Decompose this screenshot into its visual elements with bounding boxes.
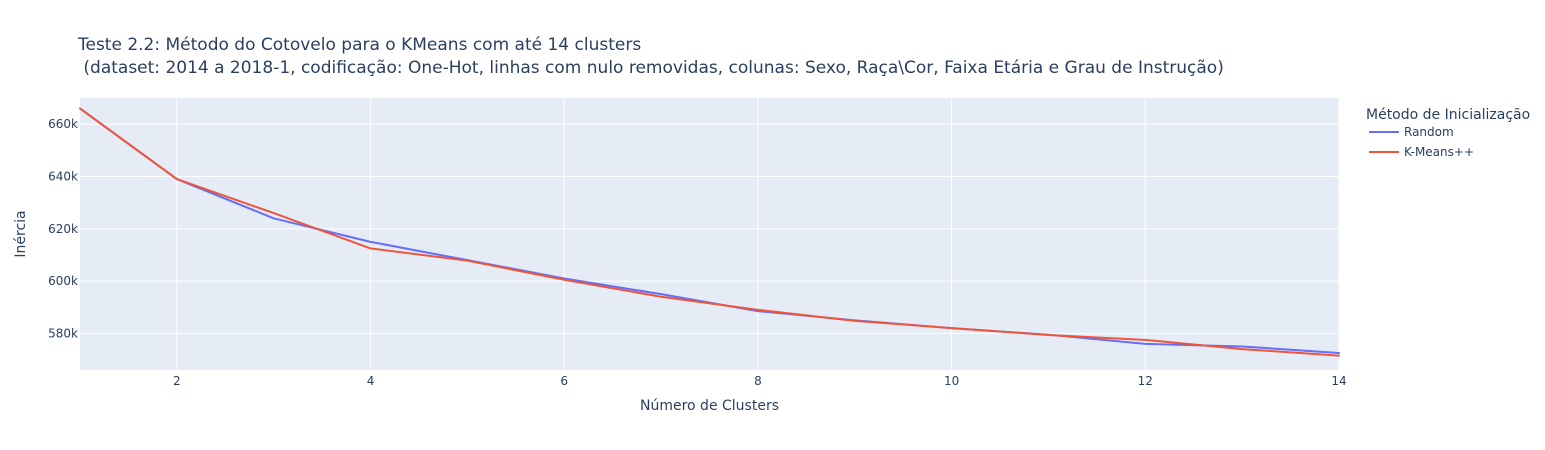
y-tick-label: 660k [48, 117, 78, 131]
chart-subtitle: (dataset: 2014 a 2018-1, codificação: On… [78, 58, 1224, 78]
x-tick-label: 10 [944, 374, 959, 388]
y-tick-label: 640k [48, 169, 78, 183]
x-gridlines [176, 98, 1340, 370]
legend-item-random[interactable]: Random [1369, 125, 1454, 139]
chart-title: Teste 2.2: Método do Cotovelo para o KMe… [77, 35, 641, 55]
x-tick-label: 14 [1331, 374, 1346, 388]
x-tick-label: 12 [1138, 374, 1153, 388]
y-tick-label: 620k [48, 222, 78, 236]
legend-item-k-means-[interactable]: K-Means++ [1369, 145, 1474, 159]
x-axis-title: Número de Clusters [640, 398, 779, 414]
x-tick-label: 2 [173, 374, 181, 388]
legend[interactable]: Método de Inicialização Random K-Means++ [1366, 107, 1530, 159]
x-tick-label: 4 [367, 374, 375, 388]
series-line-k-means- [79, 107, 1340, 357]
series-lines [79, 107, 1340, 357]
legend-label: Random [1404, 125, 1454, 139]
x-tick-label: 6 [560, 374, 568, 388]
y-axis-title: Inércia [13, 210, 29, 257]
x-tick-label: 8 [754, 374, 762, 388]
x-axis-ticks: 2 4 6 8 10 12 14 [173, 374, 1347, 388]
legend-title: Método de Inicialização [1366, 107, 1530, 123]
y-axis-ticks: 580k 600k 620k 640k 660k [48, 117, 78, 340]
legend-label: K-Means++ [1404, 145, 1474, 159]
y-gridlines [80, 123, 1339, 334]
y-tick-label: 600k [48, 274, 78, 288]
y-tick-label: 580k [48, 326, 78, 340]
legend-items[interactable]: Random K-Means++ [1369, 125, 1474, 159]
plot-area [80, 98, 1339, 370]
